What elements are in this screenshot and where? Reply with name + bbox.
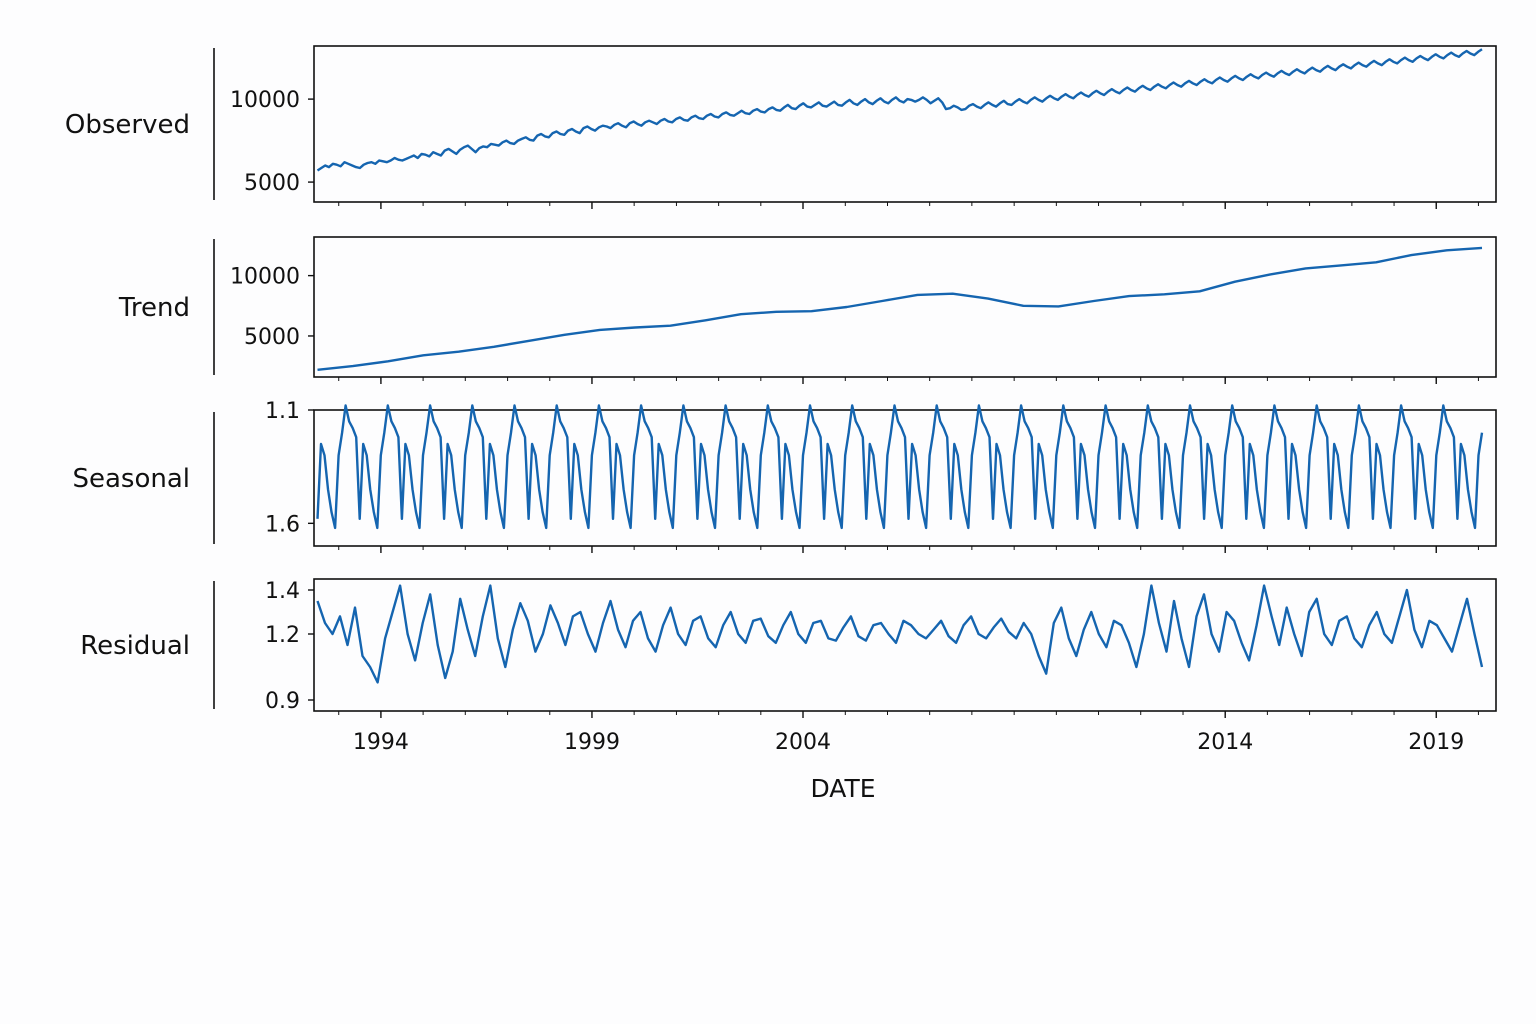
series-line-residual [316, 584, 1484, 684]
panel-ylabel: Seasonal [72, 464, 190, 494]
series-line-trend [317, 246, 1483, 371]
panel-observed: Observed 5000 10000 [65, 45, 1497, 209]
x-tick-label: 2004 [775, 730, 831, 755]
y-tick-label: 1.2 [265, 623, 300, 648]
x-tick-label: 1999 [564, 730, 620, 755]
y-tick-label: 5000 [244, 171, 300, 196]
panel-ylabel: Trend [118, 293, 190, 323]
y-tick-label: 1.6 [265, 512, 300, 537]
panel-frame [313, 236, 1497, 378]
panel-residual: Residual 0.9 1.2 1.4 [80, 578, 1497, 718]
y-tick-label: 5000 [244, 325, 300, 350]
x-tick-label: 2019 [1408, 730, 1464, 755]
y-tick-label: 0.9 [265, 689, 300, 714]
y-tick-label: 1.1 [265, 399, 300, 424]
y-tick-label: 10000 [230, 265, 300, 290]
panel-ylabel: Observed [65, 110, 190, 140]
x-tick-label: 2014 [1197, 730, 1253, 755]
panel-ylabel: Residual [80, 631, 190, 661]
series-line-seasonal [316, 404, 1484, 530]
panels-layer: Observed 5000 10000 Trend 5000 10000 Seasonal 1… [65, 45, 1497, 718]
panel-trend: Trend 5000 10000 [118, 236, 1497, 384]
series-line-observed [316, 48, 1483, 172]
y-tick-label: 10000 [230, 88, 300, 113]
panel-frame [313, 45, 1497, 203]
x-tick-label: 1994 [353, 730, 409, 755]
panel-frame [313, 578, 1497, 712]
x-axis-label: DATE [810, 774, 875, 803]
y-tick-label: 1.4 [265, 579, 300, 604]
panel-seasonal: Seasonal 1.1 1.6 [72, 399, 1497, 553]
panel-frame [313, 409, 1497, 547]
x-axis: 1994 1999 2004 2014 2019 [353, 730, 1464, 755]
